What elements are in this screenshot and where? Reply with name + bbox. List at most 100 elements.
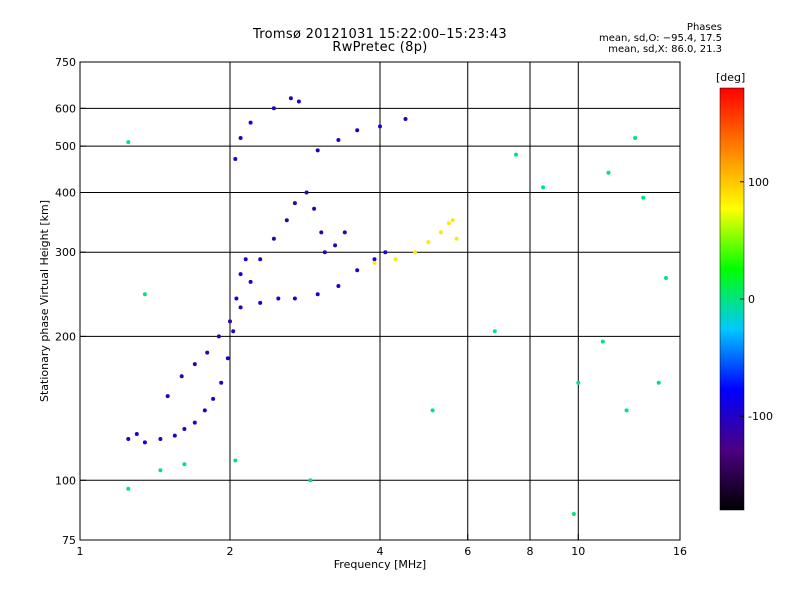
data-point <box>284 218 289 223</box>
data-point <box>312 206 317 211</box>
data-point <box>271 236 276 241</box>
data-point <box>296 99 301 104</box>
data-point <box>292 296 297 301</box>
colorbar-tick-label: -100 <box>748 410 773 423</box>
data-point <box>243 257 248 262</box>
data-point <box>126 486 131 491</box>
data-point <box>438 230 443 235</box>
data-point <box>336 138 341 142</box>
data-point <box>233 157 238 161</box>
data-point <box>158 468 163 473</box>
data-point <box>322 250 327 255</box>
data-point <box>238 305 243 310</box>
data-point <box>179 374 184 379</box>
data-point <box>258 300 263 305</box>
y-tick-label: 100 <box>55 474 76 487</box>
data-point <box>576 380 581 385</box>
y-axis-label: Stationary phase Virtual Height [km] <box>38 200 51 402</box>
x-tick-label: 2 <box>227 545 234 558</box>
data-point <box>315 292 320 297</box>
data-point <box>248 120 253 125</box>
colorbar-ticks: 100 0 -100 <box>740 176 773 423</box>
data-point <box>319 230 324 235</box>
data-point <box>355 268 360 273</box>
data-point <box>216 334 221 339</box>
y-tick-label: 200 <box>55 330 76 343</box>
data-point <box>276 296 281 301</box>
data-point <box>430 408 435 413</box>
x-tick-label: 1 <box>77 545 84 558</box>
data-point <box>248 279 253 284</box>
data-point <box>446 221 451 226</box>
data-point <box>192 362 197 367</box>
data-point <box>304 190 309 195</box>
data-point <box>271 106 276 111</box>
data-point <box>454 236 459 241</box>
data-point <box>225 356 230 361</box>
x-tick-label: 8 <box>527 545 534 558</box>
data-point <box>333 243 338 248</box>
data-point <box>205 350 210 355</box>
data-point <box>308 478 313 483</box>
data-point <box>126 140 131 145</box>
data-point <box>541 185 546 190</box>
data-points <box>126 96 668 516</box>
data-point <box>182 427 187 431</box>
data-point <box>231 329 236 334</box>
data-point <box>450 218 455 223</box>
y-tick-label: 400 <box>55 186 76 199</box>
data-point <box>219 380 224 385</box>
data-point <box>514 152 518 157</box>
data-point <box>606 170 611 175</box>
data-point <box>238 272 243 277</box>
data-point <box>372 257 377 262</box>
chart-title: Tromsø 20121031 15:22:00–15:23:43 <box>252 27 508 42</box>
data-point <box>234 296 239 301</box>
data-point <box>126 437 131 441</box>
data-point <box>571 512 576 516</box>
colorbar-tick-label: 0 <box>748 293 755 306</box>
y-tick-label: 300 <box>55 246 76 259</box>
data-point <box>412 250 417 255</box>
data-point <box>492 329 497 334</box>
data-point <box>355 128 360 133</box>
data-point <box>633 136 638 140</box>
data-point <box>426 240 431 245</box>
data-point <box>142 292 147 297</box>
data-point <box>641 195 646 200</box>
phase-stats-o: mean, sd,O: −95.4, 17.5 <box>599 33 722 44</box>
grid-layer <box>80 62 680 540</box>
data-point <box>393 257 398 262</box>
x-tick-label: 4 <box>377 545 384 558</box>
data-point <box>142 440 147 445</box>
data-point <box>315 148 320 153</box>
data-point <box>624 408 629 413</box>
data-point <box>372 260 377 265</box>
data-point <box>228 319 232 324</box>
data-point <box>202 408 207 413</box>
y-tick-label: 600 <box>55 102 76 115</box>
y-tick-label: 750 <box>55 56 76 69</box>
data-point <box>656 380 661 385</box>
data-point <box>182 462 187 467</box>
data-point <box>134 432 139 436</box>
phase-stats-x: mean, sd,X: 86.0, 21.3 <box>608 44 722 55</box>
data-point <box>158 437 163 441</box>
data-point <box>192 420 197 425</box>
data-point <box>233 458 238 463</box>
x-axis-label: Frequency [MHz] <box>334 558 426 571</box>
colorbar-label: [deg] <box>716 71 745 84</box>
data-point <box>211 396 216 401</box>
y-tick-label: 500 <box>55 140 76 153</box>
data-point <box>288 96 293 101</box>
y-tick-label: 75 <box>62 534 76 547</box>
data-point <box>383 250 388 255</box>
data-point <box>238 136 243 140</box>
data-point <box>378 124 382 129</box>
x-tick-label: 16 <box>673 545 687 558</box>
data-point <box>342 230 347 235</box>
tick-layer: 1 2 4 6 8 10 16 75 100 200 300 400 500 600 750 <box>55 56 687 558</box>
x-tick-label: 6 <box>464 545 471 558</box>
data-point <box>600 339 605 344</box>
